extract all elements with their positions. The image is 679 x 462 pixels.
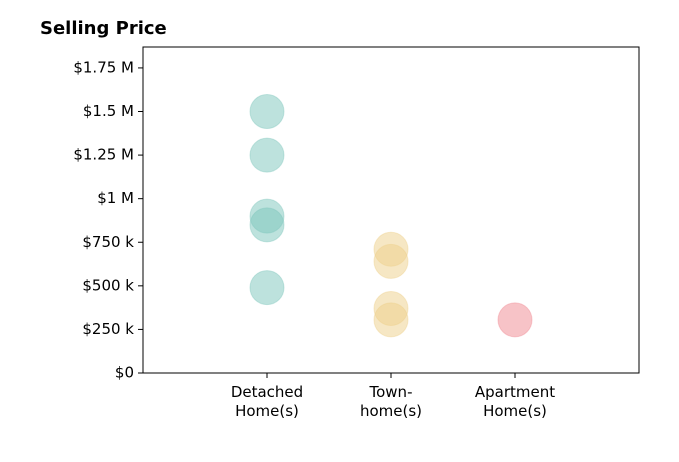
- x-tick-label: Detached Home(s): [230, 383, 304, 420]
- y-tick-label: $1 M: [97, 189, 134, 207]
- point: [373, 243, 409, 279]
- point: [249, 270, 285, 306]
- x-tick-label: Town- home(s): [359, 383, 423, 420]
- y-tick-label: $750 k: [82, 233, 134, 251]
- y-tick-label: $250 k: [82, 320, 134, 338]
- y-tick-label: $1.5 M: [83, 102, 134, 120]
- point: [249, 207, 285, 243]
- y-tick-label: $1.75 M: [73, 58, 134, 76]
- y-tick-label: $1.25 M: [73, 146, 134, 164]
- point: [249, 94, 285, 130]
- y-tick-label: $0: [115, 364, 134, 382]
- x-tick-label: Apartment Home(s): [474, 383, 556, 420]
- point: [497, 302, 533, 338]
- plot-frame: [142, 46, 640, 374]
- y-tick-label: $500 k: [82, 276, 134, 294]
- point: [249, 137, 285, 173]
- chart-title: Selling Price: [40, 18, 167, 39]
- point: [373, 302, 409, 338]
